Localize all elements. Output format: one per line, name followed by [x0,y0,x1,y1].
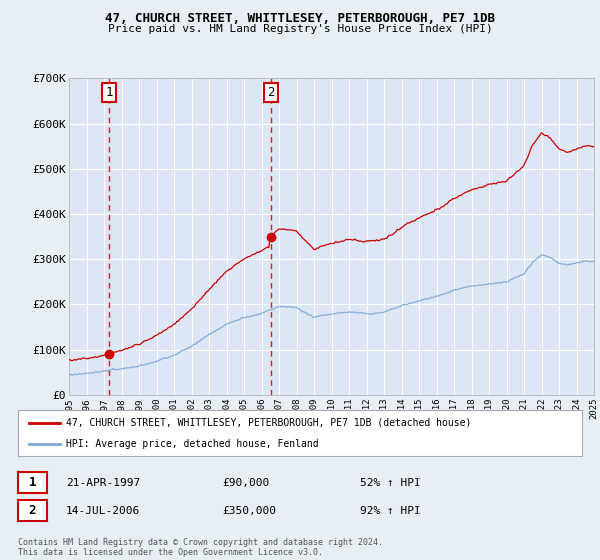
Text: 1: 1 [29,476,36,489]
Text: 92% ↑ HPI: 92% ↑ HPI [360,506,421,516]
Text: 2: 2 [29,504,36,517]
Text: £350,000: £350,000 [222,506,276,516]
Text: 47, CHURCH STREET, WHITTLESEY, PETERBOROUGH, PE7 1DB (detached house): 47, CHURCH STREET, WHITTLESEY, PETERBORO… [66,418,472,428]
Text: 47, CHURCH STREET, WHITTLESEY, PETERBOROUGH, PE7 1DB: 47, CHURCH STREET, WHITTLESEY, PETERBORO… [105,12,495,25]
Text: Price paid vs. HM Land Registry's House Price Index (HPI): Price paid vs. HM Land Registry's House … [107,24,493,34]
Text: 21-APR-1997: 21-APR-1997 [66,478,140,488]
Text: Contains HM Land Registry data © Crown copyright and database right 2024.
This d: Contains HM Land Registry data © Crown c… [18,538,383,557]
Text: £90,000: £90,000 [222,478,269,488]
Text: 14-JUL-2006: 14-JUL-2006 [66,506,140,516]
Text: 1: 1 [106,86,113,99]
Text: 52% ↑ HPI: 52% ↑ HPI [360,478,421,488]
Text: HPI: Average price, detached house, Fenland: HPI: Average price, detached house, Fenl… [66,439,319,449]
Text: 2: 2 [267,86,275,99]
